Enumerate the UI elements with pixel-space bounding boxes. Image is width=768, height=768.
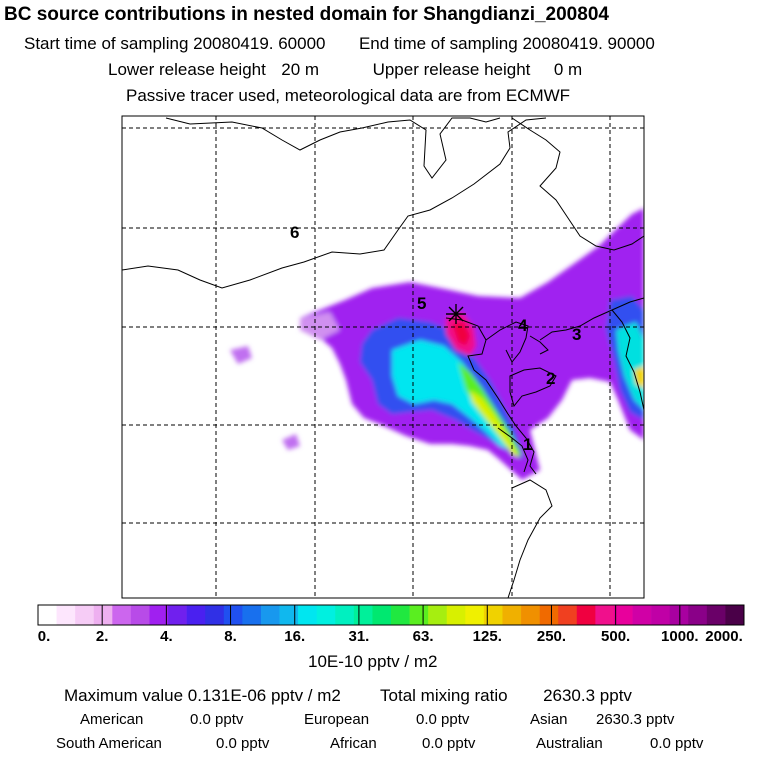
- colorbar-segment: [521, 605, 540, 625]
- max-label: Maximum value: [64, 686, 184, 705]
- colorbar: [37, 604, 745, 626]
- region-label-2: 2: [546, 369, 555, 388]
- region-value-european: 0.0 pptv: [416, 711, 470, 728]
- colorbar-segment: [279, 605, 299, 625]
- colorbar-tick-label: 125.: [472, 628, 502, 645]
- colorbar-segment: [186, 605, 206, 625]
- colorbar-segment: [335, 605, 355, 625]
- colorbar-segment: [539, 605, 559, 625]
- lower-value: 20 m: [281, 60, 320, 79]
- colorbar-segment: [613, 605, 633, 625]
- colorbar-segment: [465, 605, 485, 625]
- region-name-south-american: South American: [56, 735, 162, 752]
- colorbar-segment: [242, 605, 262, 625]
- colorbar-segment: [75, 605, 95, 625]
- colorbar-outline: [37, 604, 745, 626]
- coastlines: [122, 117, 644, 598]
- upper-value: 0 m: [553, 60, 583, 79]
- colorbar-segment: [651, 605, 670, 625]
- colorbar-segment: [298, 605, 317, 625]
- colorbar-segment: [595, 605, 615, 625]
- colorbar-segment: [669, 605, 689, 625]
- colorbar-segment: [130, 605, 150, 625]
- colorbar-segment: [409, 605, 429, 625]
- colorbar-tick-label: 8.: [224, 628, 237, 645]
- colorbar-tick-label: 250.: [536, 628, 567, 645]
- star-icon: [446, 304, 466, 324]
- colorbar-segment: [688, 605, 708, 625]
- end-value: 20080419. 90000: [522, 34, 655, 53]
- colorbar-segment: [93, 605, 113, 625]
- colorbar-segment: [725, 605, 745, 625]
- colorbar-segment: [223, 605, 243, 625]
- region-label-6: 6: [290, 223, 299, 242]
- start-value: 20080419. 60000: [193, 34, 326, 53]
- region-label-4: 4: [518, 316, 528, 335]
- region-name-australian: Australian: [536, 735, 603, 752]
- colorbar-segment: [706, 605, 726, 625]
- region-value-australian: 0.0 pptv: [650, 735, 704, 752]
- colorbar-segment: [576, 605, 596, 625]
- region-value-african: 0.0 pptv: [422, 735, 476, 752]
- region-value-south-american: 0.0 pptv: [216, 735, 270, 752]
- colorbar-tick-label: 2000.: [705, 628, 743, 645]
- colorbar-segment: [446, 605, 466, 625]
- region-name-american: American: [80, 711, 144, 728]
- colorbar-segment: [502, 605, 522, 625]
- map-frame: [121, 115, 645, 599]
- colorbar-tick-label: 16.: [284, 628, 306, 645]
- colorbar-segment: [260, 605, 280, 625]
- total-value: 2630.3 pptv: [543, 686, 632, 705]
- colorbar-tick-label: 4.: [160, 628, 173, 645]
- region-name-asian: Asian: [530, 711, 568, 728]
- upper-label: Upper release height: [372, 60, 531, 79]
- colorbar-segment: [38, 605, 57, 625]
- region-label-1: 1: [523, 435, 532, 454]
- start-label: Start time of sampling: [24, 34, 189, 53]
- colorbar-segment: [149, 605, 169, 625]
- colorbar-segment: [391, 605, 410, 625]
- colorbar-segment: [112, 605, 132, 625]
- lower-label: Lower release height: [108, 60, 266, 79]
- colorbar-segment: [632, 605, 652, 625]
- graticule: [122, 116, 644, 598]
- plume-field: [230, 208, 644, 480]
- tracer-note: Passive tracer used, meteorological data…: [126, 86, 571, 105]
- colorbar-segment: [428, 605, 448, 625]
- colorbar-segment: [205, 605, 225, 625]
- summary-line: Maximum value 0.131E-06 pptv / m2 Total …: [64, 686, 632, 706]
- colorbar-tick-label: 1000.: [661, 628, 699, 645]
- max-value: 0.131E-06 pptv / m2: [187, 686, 341, 705]
- region-label-3: 3: [572, 325, 581, 344]
- colorbar-segment: [483, 605, 503, 625]
- colorbar-segment: [558, 605, 578, 625]
- colorbar-segment: [56, 605, 76, 625]
- end-label: End time of sampling: [358, 34, 518, 53]
- release-line: Lower release height 20 m Upper release …: [108, 60, 582, 80]
- colorbar-tick-label: 63.: [412, 628, 434, 645]
- colorbar-segment: [353, 605, 373, 625]
- colorbar-segment: [168, 605, 187, 625]
- colorbar-units: 10E-10 pptv / m2: [308, 652, 438, 671]
- colorbar-tick-label: 500.: [601, 628, 631, 645]
- colorbar-segment: [372, 605, 392, 625]
- region-name-european: European: [304, 711, 370, 728]
- region-label-5: 5: [417, 294, 426, 313]
- region-value-asian: 2630.3 pptv: [596, 711, 675, 728]
- chart-title: BC source contributions in nested domain…: [4, 4, 609, 25]
- region-labels: 1 2 3 4 5 6: [290, 223, 581, 454]
- region-value-american: 0.0 pptv: [190, 711, 244, 728]
- colorbar-tick-label: 2.: [95, 628, 109, 645]
- total-label: Total mixing ratio: [380, 686, 508, 705]
- colorbar-segment: [316, 605, 336, 625]
- colorbar-tick-label: 0.: [37, 628, 51, 645]
- sampling-line: Start time of sampling 20080419. 60000 E…: [24, 34, 655, 54]
- colorbar-tick-label: 31.: [348, 628, 370, 645]
- region-name-african: African: [330, 735, 377, 752]
